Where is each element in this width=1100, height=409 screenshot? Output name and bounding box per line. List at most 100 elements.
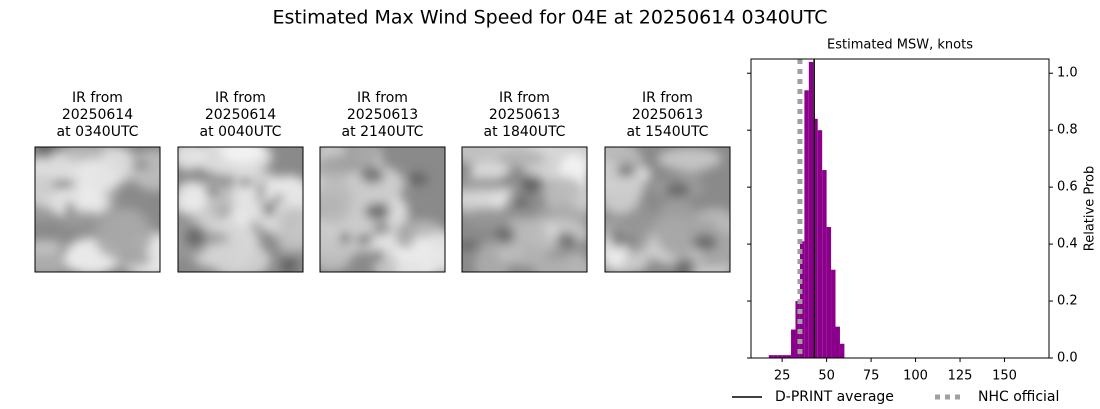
dark-band [281,254,297,272]
x-tick-label: 75 [863,369,880,384]
y-tick-label: 0.8 [1057,123,1078,138]
panel-title-line: 20250614 [205,107,276,123]
ir-image [320,147,445,272]
cloud [539,176,584,204]
cloud [411,232,445,272]
dark-band [616,163,636,177]
panel-title-line: 20250613 [489,107,560,123]
panel-title-line: IR from [642,90,693,106]
dark-band [664,181,691,198]
dark-band [273,193,284,204]
cloud [220,147,264,164]
x-tick-label: 100 [903,369,928,384]
hist-bar [813,118,818,358]
dark-band [340,231,351,245]
cloud [657,147,722,171]
dark-band [500,173,514,183]
cloud [654,198,701,256]
y-tick-label: 0.6 [1057,180,1078,195]
y-tick-label: 0.4 [1057,237,1078,252]
cloud [496,149,547,168]
dark-band [356,234,374,245]
hist-bar [826,227,832,358]
cloud [56,210,104,231]
dark-band [693,233,718,251]
cloud [131,150,160,191]
dark-band [372,248,383,263]
cloud-field [35,147,160,272]
cloud [35,174,59,201]
dark-band [51,179,76,189]
cloud-field [462,147,587,272]
hist-bar [839,343,845,358]
cloud [462,207,519,229]
dark-band [184,226,205,249]
x-tick-label: 150 [992,369,1017,384]
dark-band [360,166,385,184]
cloud [277,206,303,230]
dark-band [205,186,220,196]
histogram-plot: Estimated MSW, knots 25 50 75 100 125 150 0.0 0.… [732,38,1098,405]
panel-title-line: at 0040UTC [200,124,282,140]
hist-bar [768,355,774,358]
panel-title-line: IR from [357,90,408,106]
legend-label: NHC official [978,389,1059,405]
cloud-field [178,147,303,272]
dark-band [58,247,70,255]
hist-bar [782,355,787,358]
cloud [73,188,110,216]
legend-label: D-PRINT average [775,389,894,405]
panel-title-line: 20250614 [62,107,133,123]
dark-band [237,177,253,187]
panel-frame [177,146,304,273]
y-tick-label: 1.0 [1057,66,1078,81]
panel-title-line: at 2140UTC [342,124,424,140]
plot-title: Estimated MSW, knots [827,38,973,53]
dark-band [263,200,276,217]
panel-title-line: IR from [499,90,550,106]
dark-band [462,241,482,250]
ir-image [178,147,303,272]
dark-band [45,147,66,151]
panel-title-line: at 1540UTC [627,124,709,140]
ir-image [605,147,730,272]
hist-bar [791,329,796,358]
panel-title-line: 20250613 [347,107,418,123]
dark-band [555,232,578,249]
hist-bar [831,269,836,358]
plot-frame [750,58,1050,359]
hist-bar [817,130,823,358]
cloud [394,222,416,249]
cloud [178,181,208,215]
cloud [93,207,154,262]
hist-bar [773,355,778,358]
cloud [532,257,587,272]
panel-title-line: at 1840UTC [484,124,566,140]
hist-bar [808,61,814,358]
hist-bar [786,355,792,358]
hist-bar [835,326,840,358]
x-tick-label: 50 [818,369,835,384]
ir-image [462,147,587,272]
dark-band [673,257,696,272]
dark-band [407,172,428,186]
dark-band [512,197,529,207]
cloud [230,171,258,228]
y-tick-label: 0.0 [1057,351,1078,366]
panel-frame [604,146,731,273]
dark-band [520,174,545,193]
figure-title: Estimated Max Wind Speed for 04E at 2025… [272,7,827,29]
y-axis-label: Relative Prob [1083,166,1098,251]
dark-band [495,225,515,245]
ir-image [35,147,160,272]
hist-bar [822,170,827,358]
panel-title-line: at 0340UTC [57,124,139,140]
hist-bar [804,90,809,359]
dark-band [65,202,75,214]
panel-frame [34,146,161,273]
cloud-field [320,147,445,272]
cloud [320,154,358,176]
dark-band [623,235,633,248]
panel-title-line: IR from [215,90,266,106]
